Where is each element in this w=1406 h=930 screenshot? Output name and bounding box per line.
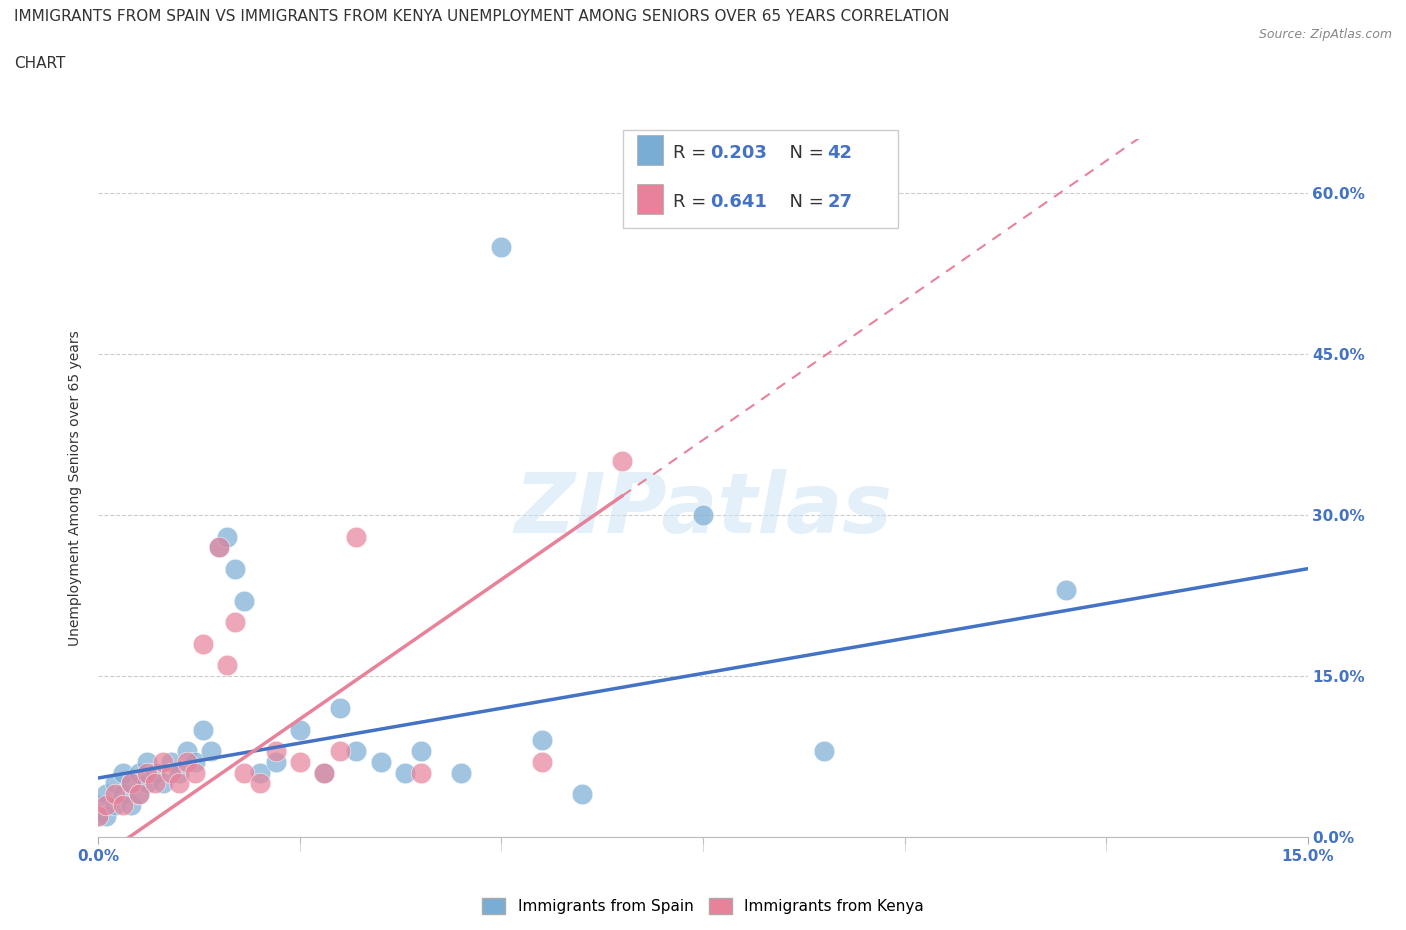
Point	[193, 636, 215, 651]
Text: N =: N =	[778, 144, 830, 162]
Point	[409, 765, 432, 780]
Point	[491, 239, 513, 254]
Text: R =: R =	[672, 193, 711, 211]
Point	[208, 539, 231, 554]
Point	[813, 744, 835, 759]
Point	[344, 744, 367, 759]
Point	[232, 593, 254, 608]
Point	[224, 615, 246, 630]
Text: 27: 27	[827, 193, 852, 211]
Point	[160, 765, 183, 780]
Point	[193, 723, 215, 737]
Point	[160, 754, 183, 769]
Point	[96, 787, 118, 802]
Text: CHART: CHART	[14, 56, 66, 71]
Point	[87, 808, 110, 823]
Point	[288, 754, 311, 769]
Point	[152, 776, 174, 790]
Point	[217, 529, 239, 544]
Point	[128, 787, 150, 802]
Point	[450, 765, 472, 780]
Point	[152, 754, 174, 769]
Text: N =: N =	[778, 193, 830, 211]
Text: R =: R =	[672, 144, 711, 162]
Point	[184, 765, 207, 780]
Point	[288, 723, 311, 737]
Point	[128, 765, 150, 780]
Point	[184, 754, 207, 769]
Point	[394, 765, 416, 780]
Text: Source: ZipAtlas.com: Source: ZipAtlas.com	[1258, 28, 1392, 41]
Point	[217, 658, 239, 672]
Point	[264, 754, 287, 769]
Point	[143, 776, 166, 790]
Legend: Immigrants from Spain, Immigrants from Kenya: Immigrants from Spain, Immigrants from K…	[477, 892, 929, 920]
Point	[111, 765, 134, 780]
Point	[96, 808, 118, 823]
Point	[167, 765, 190, 780]
Point	[111, 797, 134, 812]
Point	[314, 765, 336, 780]
Point	[96, 797, 118, 812]
Point	[1054, 583, 1077, 598]
Point	[530, 754, 553, 769]
Point	[200, 744, 222, 759]
Text: ZIPatlas: ZIPatlas	[515, 469, 891, 550]
Point	[128, 787, 150, 802]
Point	[103, 797, 125, 812]
Point	[103, 776, 125, 790]
Point	[120, 776, 142, 790]
Point	[344, 529, 367, 544]
Y-axis label: Unemployment Among Seniors over 65 years: Unemployment Among Seniors over 65 years	[69, 330, 83, 646]
Point	[409, 744, 432, 759]
Point	[249, 776, 271, 790]
Point	[135, 754, 157, 769]
Point	[120, 797, 142, 812]
Point	[264, 744, 287, 759]
Point	[167, 776, 190, 790]
Point	[135, 776, 157, 790]
Point	[370, 754, 392, 769]
Text: 0.641: 0.641	[710, 193, 768, 211]
Point	[103, 787, 125, 802]
Point	[530, 733, 553, 748]
Point	[208, 539, 231, 554]
Point	[224, 562, 246, 577]
Text: 42: 42	[827, 144, 852, 162]
Point	[120, 776, 142, 790]
Point	[232, 765, 254, 780]
Point	[143, 765, 166, 780]
Point	[176, 754, 198, 769]
Point	[692, 508, 714, 523]
Point	[314, 765, 336, 780]
Point	[176, 744, 198, 759]
Point	[249, 765, 271, 780]
Point	[87, 797, 110, 812]
Point	[329, 701, 352, 716]
Point	[87, 808, 110, 823]
Text: IMMIGRANTS FROM SPAIN VS IMMIGRANTS FROM KENYA UNEMPLOYMENT AMONG SENIORS OVER 6: IMMIGRANTS FROM SPAIN VS IMMIGRANTS FROM…	[14, 9, 949, 24]
Text: 0.203: 0.203	[710, 144, 768, 162]
Point	[571, 787, 593, 802]
Point	[111, 787, 134, 802]
Point	[612, 454, 634, 469]
Point	[135, 765, 157, 780]
Point	[329, 744, 352, 759]
